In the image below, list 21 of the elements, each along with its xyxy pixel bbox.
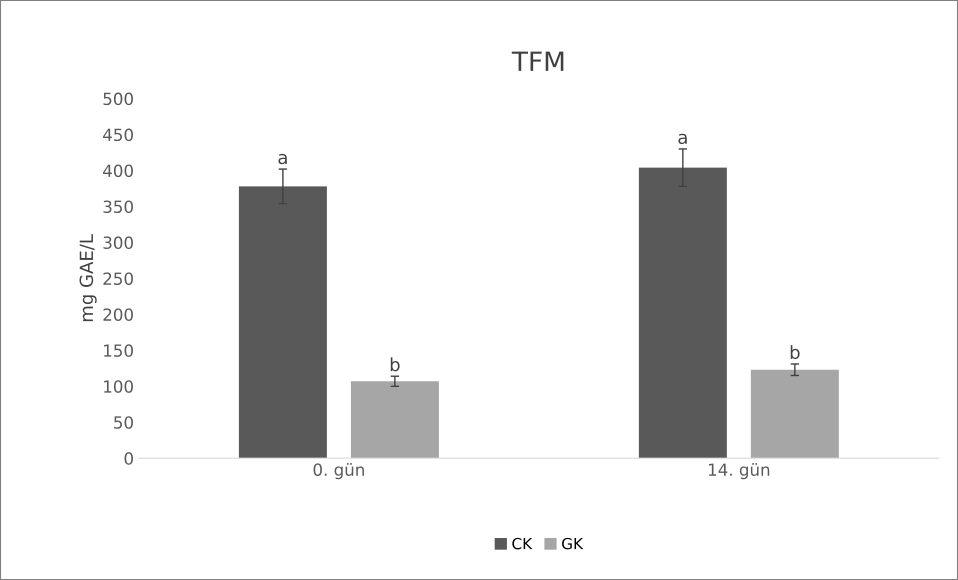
- y-tick-label: 350: [104, 200, 133, 214]
- y-tick-label: 50: [114, 416, 133, 429]
- x-tick-label: 0. gün: [314, 463, 364, 480]
- y-tick-label: 200: [103, 308, 133, 321]
- y-tick-label: 300: [104, 236, 133, 250]
- annotation: a: [678, 134, 687, 144]
- legend-label: GK: [562, 538, 584, 550]
- y-tick-label: 0: [124, 452, 133, 465]
- y-axis-title: mg GAE/L: [80, 234, 97, 322]
- legend-label: CK: [512, 538, 532, 550]
- y-tick-label: 450: [103, 128, 133, 142]
- y-tick-label: 100: [104, 380, 133, 393]
- y-tick-label: 500: [104, 92, 133, 106]
- y-tick-label: 400: [103, 164, 133, 178]
- annotation: b: [790, 345, 800, 360]
- x-tick-label: 14. gün: [708, 463, 770, 480]
- y-tick-label: 250: [103, 272, 133, 285]
- chart-title: TFM: [512, 52, 564, 71]
- annotation: a: [278, 154, 287, 164]
- y-tick-label: 150: [104, 344, 133, 357]
- annotation: b: [390, 357, 400, 372]
